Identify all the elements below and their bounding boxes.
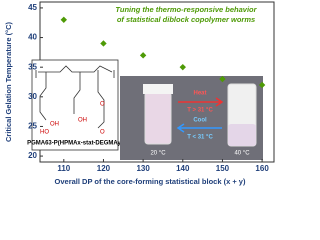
point — [100, 40, 107, 47]
y-tick-label: 20 — [28, 151, 37, 160]
x-tick-label: 160 — [255, 164, 269, 173]
heat-arrow — [178, 97, 224, 107]
cool-condition: T < 31 °C — [187, 135, 213, 141]
x-axis-label: Overall DP of the core-forming statistic… — [55, 177, 246, 186]
x-tick-label: 130 — [136, 164, 150, 173]
x-tick-label: 120 — [97, 164, 111, 173]
y-axis-label: Critical Gelation Temperature (°C) — [4, 22, 13, 142]
y-tick-label: 35 — [28, 62, 37, 71]
structure-label: O — [100, 130, 105, 136]
chart: Critical Gelation Temperature (°C) Overa… — [3, 1, 275, 186]
point — [60, 16, 67, 23]
annotation: Tuning the thermo-responsive behavior — [115, 5, 257, 14]
x-tick-label: 110 — [57, 164, 70, 173]
gel — [228, 124, 256, 146]
photo-label: 20 °C — [150, 151, 166, 157]
cool-arrow — [176, 123, 222, 133]
annotation: of statistical diblock copolymer worms — [117, 15, 255, 24]
y-tick-label: 25 — [28, 122, 37, 131]
bracket — [35, 70, 115, 78]
vial-cap — [143, 84, 173, 94]
y-tick-label: 40 — [28, 33, 37, 42]
heat-condition: T > 31 °C — [187, 108, 213, 114]
x-tick-label: 150 — [216, 164, 230, 173]
point — [179, 63, 186, 71]
y-tick-label: 45 — [28, 3, 37, 12]
vial — [144, 91, 172, 145]
polymer-label: PGMA63-P(HPMAx-stat-DEGMAy) — [27, 141, 123, 147]
y-tick-label: 30 — [28, 92, 37, 101]
structure-label: HO — [40, 130, 49, 136]
structure-label: O — [100, 102, 105, 108]
point — [219, 75, 226, 83]
photo-label: 40 °C — [234, 151, 250, 157]
structure-label: OH — [78, 118, 87, 124]
structure-label: OH — [50, 122, 59, 128]
cool-label: Cool — [193, 118, 207, 124]
point — [258, 81, 266, 89]
x-tick-label: 140 — [176, 164, 190, 173]
heat-label: Heat — [193, 91, 206, 97]
structure-inset — [31, 59, 119, 151]
structure-drawing — [38, 65, 113, 129]
point — [139, 52, 147, 59]
